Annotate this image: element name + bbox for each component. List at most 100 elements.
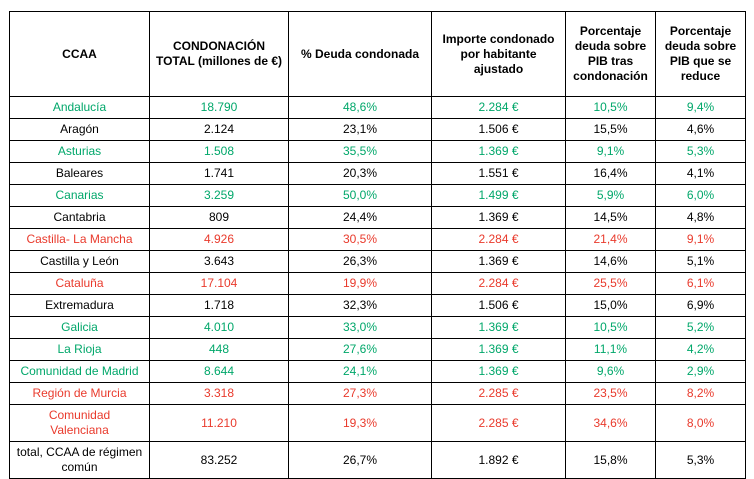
cell-condonacion-total: 8.644 [149, 360, 289, 383]
ccaa-debt-table-container: CCAA CONDONACIÓN TOTAL (millones de €) %… [9, 11, 746, 479]
cell-pib-reduce: 5,1% [655, 250, 746, 273]
table-row: Comunidad Valenciana 11.210 19,3% 2.285 … [9, 404, 746, 442]
header-row: CCAA CONDONACIÓN TOTAL (millones de €) %… [9, 11, 746, 97]
cell-pib-reduce: 8,2% [655, 382, 746, 405]
cell-pct-deuda-condonada: 24,4% [288, 206, 432, 229]
cell-condonacion-total: 4.010 [149, 316, 289, 339]
cell-pib-tras: 9,6% [565, 360, 656, 383]
table-row: Cantabria 809 24,4% 1.369 € 14,5% 4,8% [9, 206, 746, 229]
cell-condonacion-total: 2.124 [149, 118, 289, 141]
cell-pib-reduce: 8,0% [655, 404, 746, 442]
cell-pib-tras: 14,6% [565, 250, 656, 273]
cell-pct-deuda-condonada: 23,1% [288, 118, 432, 141]
table-row: Castilla- La Mancha 4.926 30,5% 2.284 € … [9, 228, 746, 251]
cell-condonacion-total: 3.643 [149, 250, 289, 273]
cell-pib-tras: 10,5% [565, 96, 656, 119]
cell-ccaa: Extremadura [9, 294, 150, 317]
table-row: La Rioja 448 27,6% 1.369 € 11,1% 4,2% [9, 338, 746, 361]
cell-importe-habitante: 1.892 € [431, 441, 566, 479]
cell-pib-tras: 10,5% [565, 316, 656, 339]
cell-importe-habitante: 1.369 € [431, 360, 566, 383]
cell-pct-deuda-condonada: 19,3% [288, 404, 432, 442]
cell-pib-tras: 34,6% [565, 404, 656, 442]
cell-pib-reduce: 4,1% [655, 162, 746, 185]
cell-condonacion-total: 18.790 [149, 96, 289, 119]
cell-pib-reduce: 9,4% [655, 96, 746, 119]
header-cell-pct-deuda-condonada: % Deuda condonada [288, 11, 432, 97]
cell-ccaa: Andalucía [9, 96, 150, 119]
cell-condonacion-total: 809 [149, 206, 289, 229]
cell-pib-reduce: 4,2% [655, 338, 746, 361]
cell-pib-reduce: 6,1% [655, 272, 746, 295]
cell-importe-habitante: 2.285 € [431, 404, 566, 442]
cell-pct-deuda-condonada: 20,3% [288, 162, 432, 185]
cell-pib-reduce: 5,3% [655, 140, 746, 163]
cell-pib-tras: 15,5% [565, 118, 656, 141]
cell-importe-habitante: 2.285 € [431, 382, 566, 405]
cell-pib-reduce: 5,2% [655, 316, 746, 339]
ccaa-debt-table: CCAA CONDONACIÓN TOTAL (millones de €) %… [9, 11, 746, 479]
header-cell-ccaa: CCAA [9, 11, 150, 97]
cell-pib-reduce: 5,3% [655, 441, 746, 479]
cell-pct-deuda-condonada: 33,0% [288, 316, 432, 339]
table-row: Asturias 1.508 35,5% 1.369 € 9,1% 5,3% [9, 140, 746, 163]
cell-ccaa: Región de Murcia [9, 382, 150, 405]
cell-pib-reduce: 9,1% [655, 228, 746, 251]
table-row: Región de Murcia 3.318 27,3% 2.285 € 23,… [9, 382, 746, 405]
cell-importe-habitante: 2.284 € [431, 228, 566, 251]
cell-pib-tras: 23,5% [565, 382, 656, 405]
cell-ccaa: Comunidad de Madrid [9, 360, 150, 383]
cell-condonacion-total: 83.252 [149, 441, 289, 479]
cell-pib-tras: 9,1% [565, 140, 656, 163]
table-row: Galicia 4.010 33,0% 1.369 € 10,5% 5,2% [9, 316, 746, 339]
header-cell-importe-habitante: Importe condonado por habitante ajustado [431, 11, 566, 97]
cell-importe-habitante: 1.369 € [431, 250, 566, 273]
table-row: Comunidad de Madrid 8.644 24,1% 1.369 € … [9, 360, 746, 383]
cell-ccaa: Asturias [9, 140, 150, 163]
cell-pct-deuda-condonada: 30,5% [288, 228, 432, 251]
cell-pib-reduce: 6,0% [655, 184, 746, 207]
header-cell-pib-reduce: Porcentaje deuda sobre PIB que se reduce [655, 11, 746, 97]
cell-ccaa: Comunidad Valenciana [9, 404, 150, 442]
cell-pct-deuda-condonada: 50,0% [288, 184, 432, 207]
cell-condonacion-total: 1.718 [149, 294, 289, 317]
cell-pib-tras: 11,1% [565, 338, 656, 361]
cell-condonacion-total: 1.741 [149, 162, 289, 185]
cell-condonacion-total: 17.104 [149, 272, 289, 295]
cell-condonacion-total: 3.318 [149, 382, 289, 405]
table-row: Aragón 2.124 23,1% 1.506 € 15,5% 4,6% [9, 118, 746, 141]
cell-ccaa: La Rioja [9, 338, 150, 361]
cell-pct-deuda-condonada: 19,9% [288, 272, 432, 295]
cell-importe-habitante: 2.284 € [431, 96, 566, 119]
cell-pib-tras: 16,4% [565, 162, 656, 185]
cell-importe-habitante: 1.551 € [431, 162, 566, 185]
cell-pib-tras: 15,0% [565, 294, 656, 317]
cell-condonacion-total: 1.508 [149, 140, 289, 163]
cell-ccaa: Aragón [9, 118, 150, 141]
table-row-total: total, CCAA de régimen común 83.252 26,7… [9, 441, 746, 479]
cell-importe-habitante: 1.369 € [431, 140, 566, 163]
cell-pib-tras: 14,5% [565, 206, 656, 229]
cell-pct-deuda-condonada: 26,7% [288, 441, 432, 479]
cell-pib-reduce: 4,8% [655, 206, 746, 229]
cell-importe-habitante: 2.284 € [431, 272, 566, 295]
header-cell-pib-tras: Porcentaje deuda sobre PIB tras condonac… [565, 11, 656, 97]
cell-ccaa: Castilla y León [9, 250, 150, 273]
cell-pct-deuda-condonada: 24,1% [288, 360, 432, 383]
cell-condonacion-total: 448 [149, 338, 289, 361]
cell-pct-deuda-condonada: 27,6% [288, 338, 432, 361]
cell-importe-habitante: 1.369 € [431, 206, 566, 229]
cell-pct-deuda-condonada: 27,3% [288, 382, 432, 405]
table-row: Canarias 3.259 50,0% 1.499 € 5,9% 6,0% [9, 184, 746, 207]
cell-importe-habitante: 1.506 € [431, 294, 566, 317]
cell-importe-habitante: 1.506 € [431, 118, 566, 141]
cell-ccaa: Galicia [9, 316, 150, 339]
cell-ccaa: Baleares [9, 162, 150, 185]
cell-pct-deuda-condonada: 26,3% [288, 250, 432, 273]
table-row: Castilla y León 3.643 26,3% 1.369 € 14,6… [9, 250, 746, 273]
cell-pib-tras: 25,5% [565, 272, 656, 295]
cell-condonacion-total: 3.259 [149, 184, 289, 207]
cell-pib-tras: 21,4% [565, 228, 656, 251]
cell-pib-tras: 5,9% [565, 184, 656, 207]
table-row: Andalucía 18.790 48,6% 2.284 € 10,5% 9,4… [9, 96, 746, 119]
